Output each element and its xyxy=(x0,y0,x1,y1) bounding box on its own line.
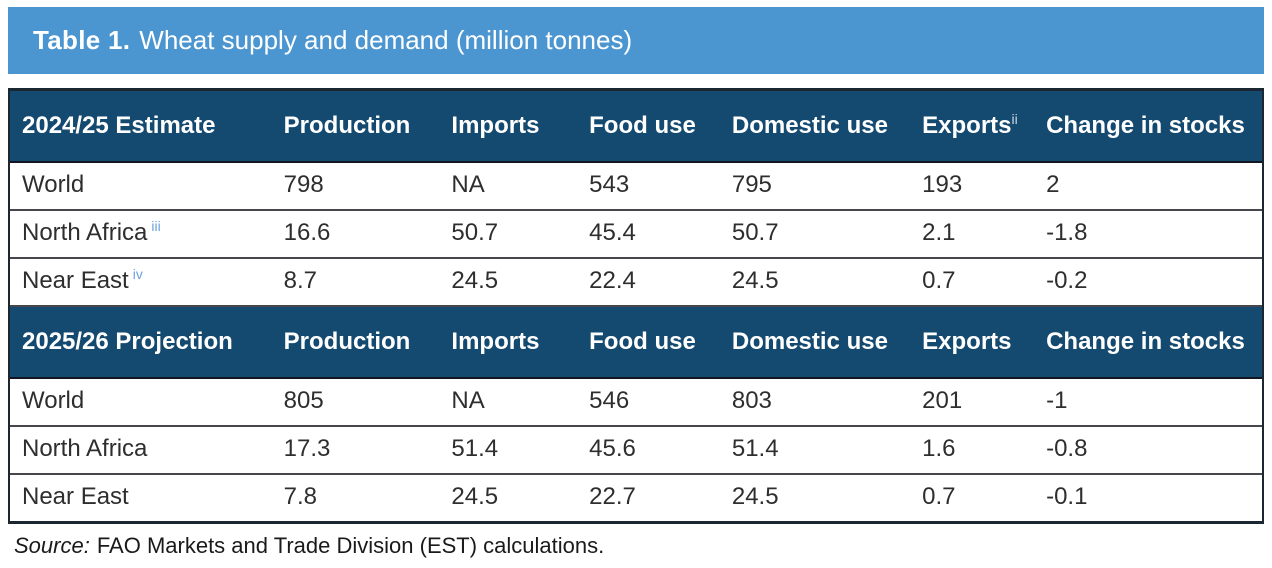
region-label: Near East xyxy=(22,483,129,510)
header-cell-period: 2024/25 Estimate xyxy=(10,91,272,163)
table-row-near-east-projection: Near East 7.8 24.5 22.7 24.5 0.7 -0.1 xyxy=(10,474,1262,521)
table-row-north-africa-projection: North Africa 17.3 51.4 45.6 51.4 1.6 -0.… xyxy=(10,426,1262,475)
value-cell: -0.1 xyxy=(1034,474,1262,521)
region-label: Near East xyxy=(22,267,129,294)
value-cell: 24.5 xyxy=(439,474,578,521)
region-cell: World xyxy=(10,162,272,211)
value-cell: NA xyxy=(439,378,578,427)
value-cell: 50.7 xyxy=(439,210,578,259)
header-cell-food-use: Food use xyxy=(577,91,720,163)
value-cell: 546 xyxy=(577,378,720,427)
header-cell-change-in-stocks: Change in stocks xyxy=(1034,306,1262,379)
header-cell-period: 2025/26 Projection xyxy=(10,306,272,379)
value-cell: NA xyxy=(439,162,578,211)
value-cell: 24.5 xyxy=(719,258,911,307)
region-footnote-marker: iii xyxy=(151,218,161,234)
exports-footnote-marker: ii xyxy=(1011,111,1018,127)
region-label: North Africa xyxy=(22,219,148,246)
value-cell: 16.6 xyxy=(271,210,440,259)
header-exports-label: Exports xyxy=(922,112,1012,139)
value-cell: 201 xyxy=(910,378,1035,427)
header-cell-food-use: Food use xyxy=(577,306,720,379)
header-cell-domestic-use: Domestic use xyxy=(719,91,911,163)
table-row-world-estimate: World 798 NA 543 795 193 2 xyxy=(10,162,1262,211)
table-row-near-east-estimate: Near East iv 8.7 24.5 22.4 24.5 0.7 -0.2 xyxy=(10,258,1262,307)
wheat-supply-demand-table: 2024/25 Estimate Production Imports Food… xyxy=(10,91,1262,521)
header-cell-exports: Exports xyxy=(910,306,1035,379)
header-cell-imports: Imports xyxy=(439,91,578,163)
header-row-2025-26: 2025/26 Projection Production Imports Fo… xyxy=(10,306,1262,379)
region-label: North Africa xyxy=(22,435,148,462)
value-cell: 2.1 xyxy=(910,210,1035,259)
table-number-label: Table 1. xyxy=(33,25,131,55)
header-cell-exports: Exportsii xyxy=(910,91,1035,163)
value-cell: 193 xyxy=(910,162,1035,211)
table-row-world-projection: World 805 NA 546 803 201 -1 xyxy=(10,378,1262,427)
value-cell: -0.2 xyxy=(1034,258,1262,307)
value-cell: 798 xyxy=(271,162,440,211)
region-cell: North Africa iii xyxy=(10,210,272,259)
value-cell: 45.6 xyxy=(577,426,720,475)
value-cell: 51.4 xyxy=(719,426,911,475)
region-cell: Near East iv xyxy=(10,258,272,307)
value-cell: 22.7 xyxy=(577,474,720,521)
source-text: FAO Markets and Trade Division (EST) cal… xyxy=(96,533,605,558)
value-cell: 1.6 xyxy=(910,426,1035,475)
value-cell: 51.4 xyxy=(439,426,578,475)
header-cell-change-in-stocks: Change in stocks xyxy=(1034,91,1262,163)
value-cell: 7.8 xyxy=(271,474,440,521)
value-cell: 22.4 xyxy=(577,258,720,307)
table-outer-border: 2024/25 Estimate Production Imports Food… xyxy=(8,88,1264,524)
table-title-bar: Table 1. Wheat supply and demand (millio… xyxy=(8,7,1264,74)
value-cell: -0.8 xyxy=(1034,426,1262,475)
region-label: World xyxy=(22,171,85,198)
region-footnote-marker: iv xyxy=(132,266,143,282)
value-cell: 45.4 xyxy=(577,210,720,259)
value-cell: 24.5 xyxy=(719,474,911,521)
region-cell: World xyxy=(10,378,272,427)
value-cell: 17.3 xyxy=(271,426,440,475)
value-cell: 795 xyxy=(719,162,911,211)
value-cell: 803 xyxy=(719,378,911,427)
header-cell-imports: Imports xyxy=(439,306,578,379)
header-cell-domestic-use: Domestic use xyxy=(719,306,911,379)
table-title-text: Wheat supply and demand (million tonnes) xyxy=(139,25,633,55)
value-cell: -1.8 xyxy=(1034,210,1262,259)
value-cell: 543 xyxy=(577,162,720,211)
value-cell: 8.7 xyxy=(271,258,440,307)
table-row-north-africa-estimate: North Africa iii 16.6 50.7 45.4 50.7 2.1 … xyxy=(10,210,1262,259)
source-line: Source: FAO Markets and Trade Division (E… xyxy=(8,524,1264,559)
region-cell: Near East xyxy=(10,474,272,521)
header-cell-production: Production xyxy=(271,306,440,379)
value-cell: 24.5 xyxy=(439,258,578,307)
value-cell: 0.7 xyxy=(910,474,1035,521)
header-cell-production: Production xyxy=(271,91,440,163)
value-cell: -1 xyxy=(1034,378,1262,427)
value-cell: 2 xyxy=(1034,162,1262,211)
region-label: World xyxy=(22,387,85,414)
source-label: Source: xyxy=(14,533,90,558)
header-exports-label: Exports xyxy=(922,328,1012,355)
header-row-2024-25: 2024/25 Estimate Production Imports Food… xyxy=(10,91,1262,163)
value-cell: 0.7 xyxy=(910,258,1035,307)
value-cell: 50.7 xyxy=(719,210,911,259)
region-cell: North Africa xyxy=(10,426,272,475)
value-cell: 805 xyxy=(271,378,440,427)
